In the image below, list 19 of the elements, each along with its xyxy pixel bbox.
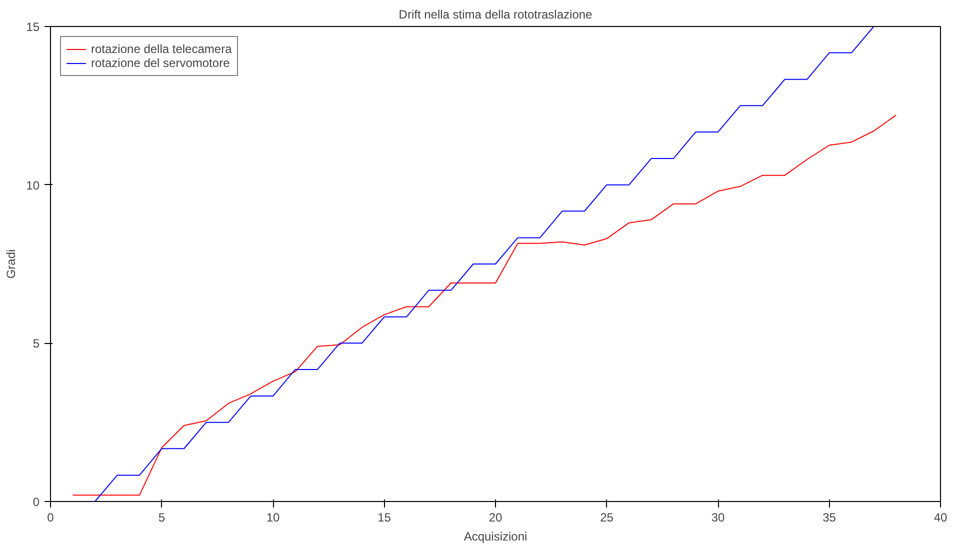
y-tick-label: 10: [26, 178, 40, 192]
y-axis-title: Gradi: [4, 249, 18, 279]
chart-title: Drift nella stima della rototraslazione: [398, 8, 593, 22]
y-tick-label: 5: [32, 336, 40, 351]
x-tick-label: 30: [711, 510, 725, 524]
x-tick-label: 25: [600, 510, 614, 524]
y-tick-label: 0: [32, 495, 40, 509]
line-series: [72, 114, 896, 496]
x-axis-title: Acquisizioni: [464, 530, 528, 544]
x-tick-label: 35: [822, 510, 836, 524]
legend-label: rotazione della telecamera: [91, 42, 232, 56]
x-tick-label: 15: [378, 510, 392, 524]
x-tick-label: 40: [934, 510, 948, 524]
legend-label: rotazione del servomotore: [91, 56, 230, 70]
x-tick-label: 20: [488, 510, 502, 524]
x-tick-label: 10: [266, 510, 280, 524]
x-tick-label: 0: [47, 510, 54, 524]
y-tick-label: 15: [26, 20, 40, 34]
x-tick-label: 5: [158, 510, 166, 524]
